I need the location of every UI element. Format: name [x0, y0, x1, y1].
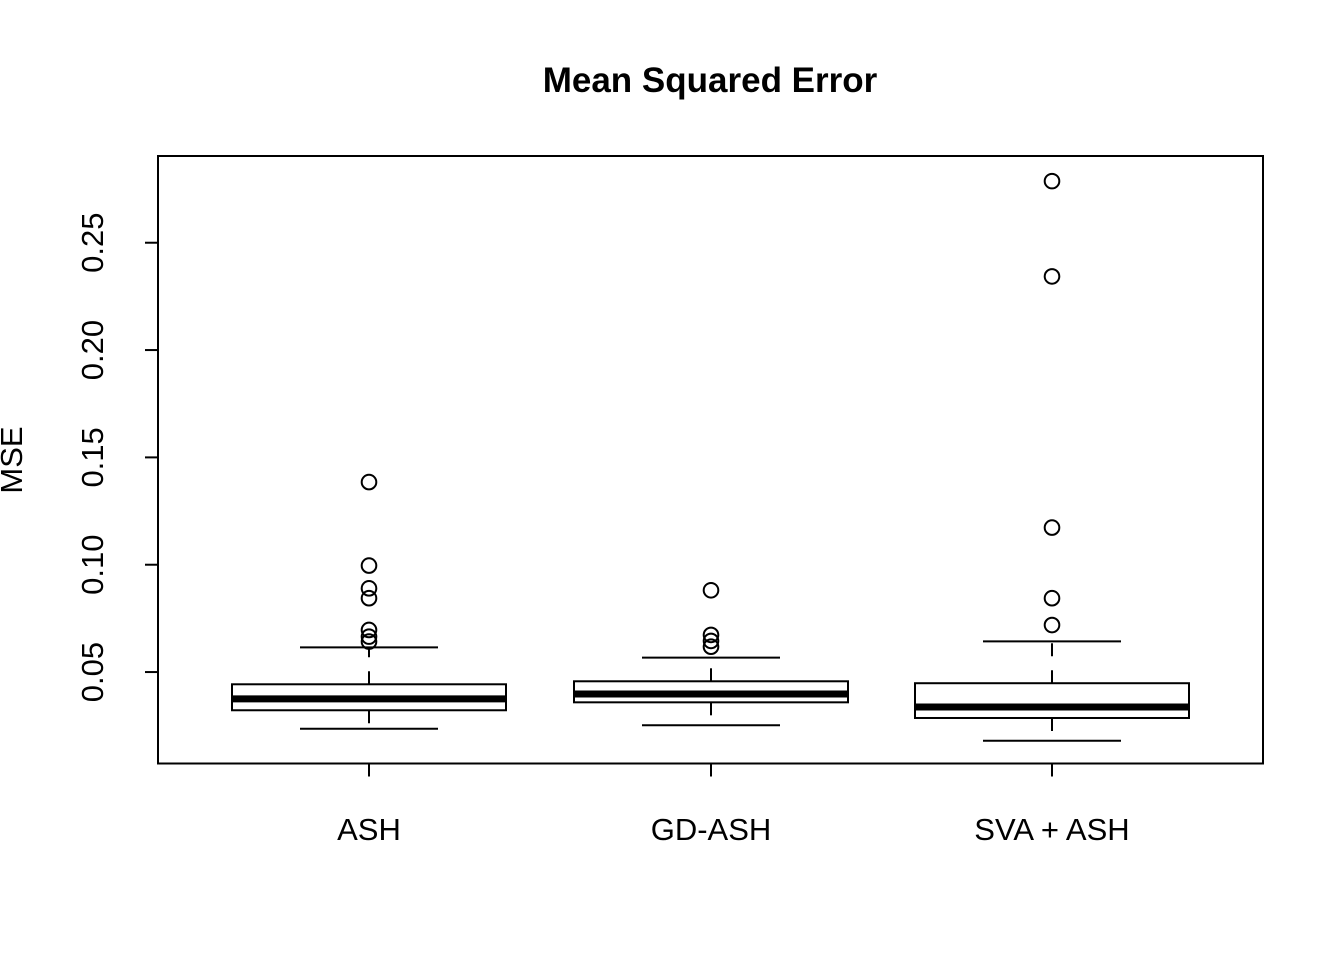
outlier-point — [360, 621, 378, 639]
x-axis: ASH GD-ASH SVA + ASH — [337, 763, 1130, 847]
outlier-point — [1043, 519, 1061, 536]
outlier-point — [360, 580, 378, 597]
outlier-point — [1043, 589, 1061, 607]
outlier-point — [360, 473, 378, 491]
box-series — [231, 172, 1190, 742]
x-category-label: GD-ASH — [651, 812, 772, 847]
outlier-point — [702, 638, 720, 656]
y-tick-label: 0.10 — [75, 535, 110, 595]
outlier-point — [360, 589, 378, 607]
outlier-point — [1043, 616, 1061, 634]
outlier-point — [702, 581, 720, 599]
plot-frame — [157, 155, 1264, 765]
y-tick-label: 0.25 — [75, 213, 110, 273]
outlier-point — [360, 628, 378, 645]
outlier-point — [360, 557, 378, 574]
outlier-point — [702, 626, 720, 644]
boxplot-group — [231, 473, 507, 730]
y-tick-label: 0.15 — [75, 427, 110, 487]
outlier-point — [1043, 268, 1061, 285]
y-tick-label: 0.05 — [75, 642, 110, 702]
boxplot-group — [914, 172, 1190, 742]
outlier-point — [360, 633, 378, 650]
x-category-label: SVA + ASH — [974, 812, 1129, 847]
outlier-point — [1043, 172, 1061, 190]
y-tick-label: 0.20 — [75, 320, 110, 380]
y-axis-title: MSE — [0, 426, 29, 493]
iqr-box — [914, 682, 1190, 719]
boxplot-group — [573, 581, 849, 727]
chart-title: Mean Squared Error — [543, 61, 878, 100]
y-axis: 0.05 0.10 0.15 0.20 0.25 — [75, 213, 158, 702]
outlier-point — [702, 632, 720, 650]
x-category-label: ASH — [337, 812, 401, 847]
